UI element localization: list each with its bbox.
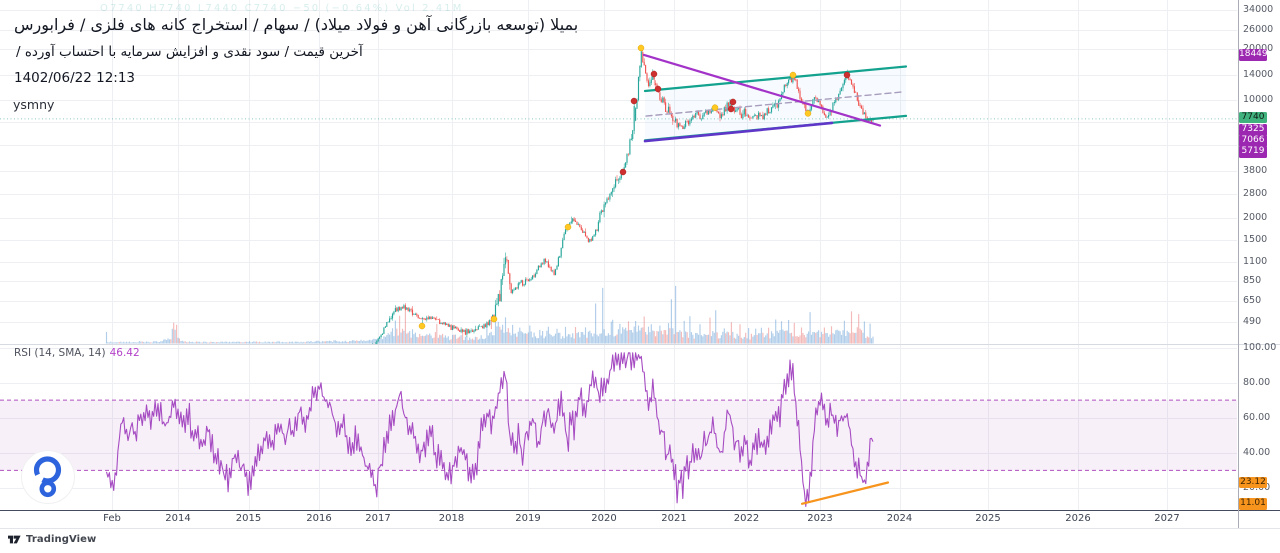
red-pivot-marker [619, 168, 627, 176]
tradingview-brand-text[interactable]: TradingView [26, 534, 97, 545]
price-badge-18449: 18449 [1239, 49, 1268, 61]
yellow-pivot-marker [490, 315, 498, 323]
red-pivot-marker [654, 85, 662, 93]
price-tick-label: 26000 [1243, 23, 1274, 35]
red-pivot-marker [843, 71, 851, 79]
time-axis-label-Feb: Feb [103, 513, 121, 524]
price-tick-label: 2000 [1243, 212, 1268, 224]
rsi-orange-trendline[interactable] [800, 481, 890, 505]
price-tick-label: 20000 [1243, 43, 1273, 54]
time-axis-label-2015: 2015 [235, 513, 262, 524]
logo-mark-digit-7 [13, 535, 21, 544]
yellow-pivot-marker [418, 322, 426, 330]
magenta-downtrend-line[interactable] [642, 53, 882, 127]
price-tick-label: 1100 [1243, 256, 1268, 268]
rsi-band-fill [0, 400, 1237, 471]
symbol-legend[interactable]: بمیلا (توسعه بازرگانی آهن و فولاد میلاد)… [14, 15, 579, 34]
up-candle-bodies [371, 51, 874, 345]
price-tick-label: 34000 [1243, 3, 1274, 15]
violet-uptrend-line[interactable] [643, 121, 834, 143]
logo-loop-small [39, 480, 57, 498]
price-tick-label: 14000 [1243, 69, 1274, 81]
yellow-pivot-marker [711, 104, 719, 111]
rsi-band [0, 399, 1237, 471]
logo-circle-background [21, 450, 75, 504]
red-pivot-marker [727, 105, 735, 113]
channel-upper-line[interactable] [643, 65, 908, 93]
rsi-tick-label: 40.00 [1243, 446, 1271, 458]
price-tick-label: 490 [1243, 316, 1262, 327]
rsi-tick-label: 80.00 [1243, 376, 1271, 388]
time-axis-label-2018: 2018 [438, 513, 465, 524]
price-tick-label: 850 [1243, 275, 1262, 287]
yellow-pivot-marker [564, 223, 572, 231]
rsi-title: RSI [14, 347, 32, 359]
rsi-series [105, 352, 874, 507]
price-tick-label: 2800 [1243, 187, 1268, 199]
vertical-grid-lines [112, 0, 1168, 510]
watermark-text: ysmny [13, 97, 55, 112]
time-axis-label-2025: 2025 [975, 513, 1001, 524]
rsi-badge-23.12: 23.12 [1239, 476, 1267, 489]
rsi-value: 46.42 [109, 347, 140, 359]
rsi-tick-label: 60.00 [1243, 411, 1271, 423]
rsi-tick-label: 100.00 [1243, 341, 1277, 353]
yellow-pivot-marker [637, 44, 645, 52]
red-pivot-marker [650, 70, 658, 78]
red-pivot-marker [729, 98, 737, 106]
time-axis-label-2023: 2023 [807, 513, 833, 524]
price-tick-label: 3800 [1243, 165, 1268, 177]
rsi-line [105, 352, 874, 507]
volume-down-bars [118, 307, 870, 344]
channel-median-line[interactable] [645, 91, 903, 117]
time-axis-label-2014: 2014 [165, 513, 191, 524]
price-badge-7325: 7325 [1239, 124, 1267, 136]
horizontal-grid-lines [0, 10, 1237, 489]
time-axis-label-2021: 2021 [661, 513, 687, 524]
tradingview-logo-icon [8, 535, 21, 544]
time-axis-label-2019: 2019 [515, 513, 541, 524]
rsi-indicator-legend[interactable]: RSI (14, SMA, 14) 46.42 [14, 347, 140, 359]
price-tick-label: 650 [1243, 295, 1262, 307]
tradingview-footer: TradingView [8, 534, 96, 545]
grid-lines [0, 0, 1237, 510]
adjustment-legend: آخرین قیمت / سود نقدی و افزایش سرمایه با… [16, 44, 363, 60]
volume-up-bars [105, 285, 874, 344]
yellow-pivot-marker [804, 110, 812, 117]
time-axis-label-2017: 2017 [365, 513, 391, 524]
price-tick-label: 1500 [1243, 233, 1268, 245]
price-badge-5719: 5719 [1239, 146, 1267, 158]
broker-logo-icon[interactable] [21, 450, 75, 504]
logo-mark-digit-1 [8, 535, 13, 544]
ohlc-legend-faint: O7740 H7740 L7440 C7740 −50 (−0.64%) Vol… [100, 3, 464, 14]
rsi-badge-11.01: 11.01 [1239, 498, 1267, 510]
yellow-pivot-marker [789, 71, 797, 79]
volume-series [105, 285, 874, 344]
datetime-legend: 1402/06/22 12:13 [14, 70, 136, 86]
red-pivot-marker [630, 97, 638, 105]
time-axis-label-2026: 2026 [1065, 513, 1091, 524]
price-tick-label: 10000 [1243, 94, 1274, 105]
time-axis-label-2016: 2016 [306, 513, 332, 524]
rsi-params: (14, SMA, 14) [34, 347, 106, 359]
price-badge-7740: 7740 [1239, 111, 1267, 124]
time-axis-label-2024: 2024 [886, 513, 913, 524]
pivot-markers [418, 44, 851, 330]
time-axis-label-2022: 2022 [733, 513, 760, 524]
price-badge-7066: 7066 [1239, 135, 1267, 147]
time-axis-label-2027: 2027 [1154, 513, 1180, 524]
time-axis-label-2020: 2020 [591, 513, 617, 524]
